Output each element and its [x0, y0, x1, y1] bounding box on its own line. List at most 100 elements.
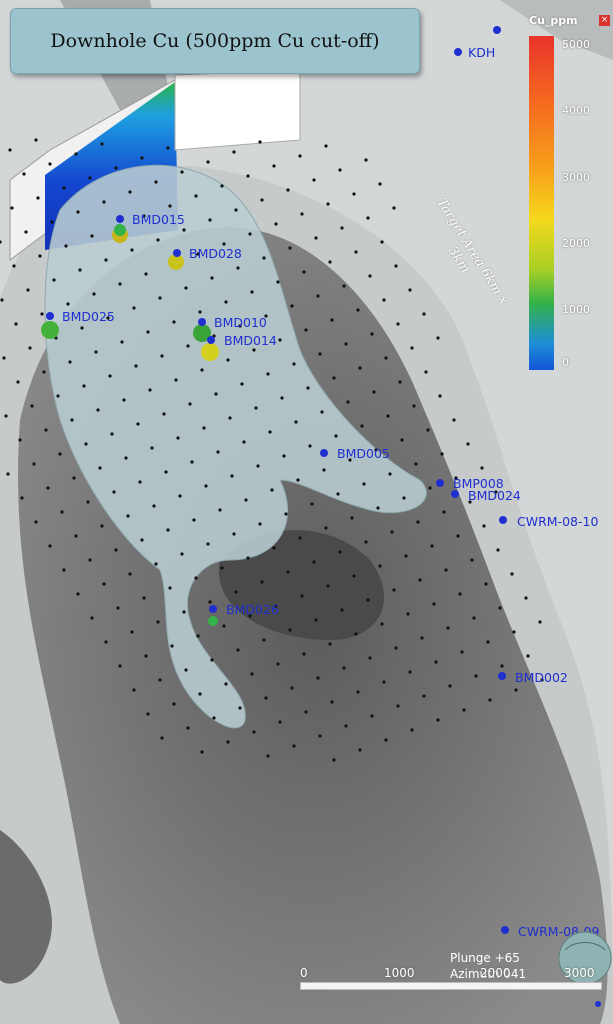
collar-dot: [230, 474, 234, 478]
collar-dot: [104, 258, 108, 262]
collar-dot: [384, 738, 388, 742]
hole-label: BMD026: [226, 602, 279, 617]
collar-dot: [150, 446, 154, 450]
collar-dot: [260, 580, 264, 584]
collar-dot: [342, 284, 346, 288]
collar-dot: [424, 370, 428, 374]
collar-dot: [272, 546, 276, 550]
hole-marker: [595, 1001, 601, 1007]
collar-dot: [74, 152, 78, 156]
collar-dot: [338, 550, 342, 554]
hole-label: KDH: [468, 45, 495, 60]
collar-dot: [208, 600, 212, 604]
collar-dot: [248, 614, 252, 618]
scale-bar: 0 1000 2000 3000: [300, 966, 602, 1016]
collar-dot: [422, 312, 426, 316]
collar-dot: [472, 616, 476, 620]
legend-tick: 4000: [562, 104, 590, 117]
collar-dot: [88, 558, 92, 562]
collar-dot: [144, 272, 148, 276]
collar-dot: [406, 612, 410, 616]
collar-dot: [524, 596, 528, 600]
collar-dot: [34, 520, 38, 524]
collar-dot: [166, 528, 170, 532]
collar-dot: [284, 512, 288, 516]
scale-tick: 1000: [384, 966, 415, 980]
close-icon[interactable]: ×: [599, 15, 610, 26]
collar-dot: [358, 748, 362, 752]
collar-dot: [262, 256, 266, 260]
collar-dot: [374, 448, 378, 452]
collar-dot: [454, 476, 458, 480]
collar-dot: [102, 200, 106, 204]
collar-dot: [324, 144, 328, 148]
collar-dot: [80, 326, 84, 330]
collar-dot: [226, 358, 230, 362]
collar-dot: [300, 594, 304, 598]
collar-dot: [334, 434, 338, 438]
collar-dot: [380, 240, 384, 244]
collar-dot: [144, 654, 148, 658]
collar-dot: [432, 602, 436, 606]
collar-dot: [270, 488, 274, 492]
collar-dot: [78, 268, 82, 272]
collar-dot: [286, 570, 290, 574]
collar-dot: [132, 306, 136, 310]
collar-dot: [226, 740, 230, 744]
collar-dot: [466, 442, 470, 446]
collar-dot: [410, 728, 414, 732]
collar-dot: [6, 472, 10, 476]
collar-dot: [326, 584, 330, 588]
hole-label: BMD028: [189, 246, 242, 261]
collar-dot: [358, 366, 362, 370]
hole-marker: [493, 26, 501, 34]
collar-dot: [174, 378, 178, 382]
collar-dot: [338, 168, 342, 172]
hole-label: BMD015: [132, 212, 185, 227]
collar-dot: [186, 344, 190, 348]
collar-dot: [112, 490, 116, 494]
collar-dot: [354, 250, 358, 254]
collar-dot: [236, 648, 240, 652]
collar-dot: [254, 406, 258, 410]
hole-label: BMD025: [62, 309, 115, 324]
collar-dot: [262, 638, 266, 642]
intercept-marker: [201, 343, 219, 361]
collar-dot: [310, 502, 314, 506]
collar-dot: [160, 354, 164, 358]
collar-dot: [76, 210, 80, 214]
collar-dot: [106, 316, 110, 320]
collar-dot: [488, 698, 492, 702]
collar-dot: [124, 456, 128, 460]
collar-dot: [460, 650, 464, 654]
collar-dot: [60, 510, 64, 514]
intercept-marker: [41, 321, 59, 339]
collar-dot: [274, 604, 278, 608]
collar-dot: [126, 514, 130, 518]
collar-dot: [276, 662, 280, 666]
collar-dot: [288, 628, 292, 632]
collar-dot: [172, 320, 176, 324]
collar-dot: [220, 184, 224, 188]
collar-dot: [168, 204, 172, 208]
collar-dot: [474, 674, 478, 678]
drill-holes: KDH BMD015 BMD028 BMD025 BMD010 BMD014 B…: [41, 26, 599, 939]
modelled-body: [44, 164, 427, 729]
collar-dot: [452, 418, 456, 422]
collar-dot: [138, 480, 142, 484]
collar-dot: [388, 472, 392, 476]
collar-dot: [320, 410, 324, 414]
collar-dot: [14, 322, 18, 326]
collar-dot: [276, 280, 280, 284]
collar-dot: [90, 616, 94, 620]
collar-dot: [294, 420, 298, 424]
collar-dot: [168, 586, 172, 590]
collar-dot: [40, 312, 44, 316]
collar-dot: [418, 578, 422, 582]
collar-dot: [296, 478, 300, 482]
collar-dot: [428, 486, 432, 490]
collar-dot: [4, 414, 8, 418]
collar-dot: [214, 392, 218, 396]
collar-dot: [34, 138, 38, 142]
